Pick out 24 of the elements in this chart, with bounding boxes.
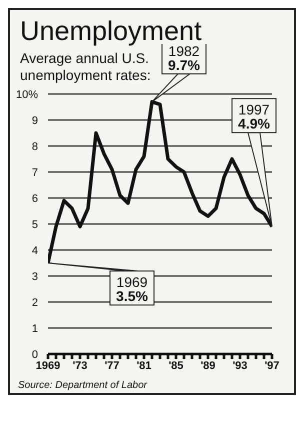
y-tick-label: 1 [32, 323, 38, 335]
x-tick-label: '93 [232, 360, 248, 372]
x-tick-label: '97 [264, 360, 280, 372]
x-tick-label: '89 [200, 360, 216, 372]
y-tick-label: 10% [16, 89, 38, 101]
x-tick-label: '85 [168, 360, 184, 372]
annotation: 1969 3.5% [116, 274, 148, 304]
annotation: 1997 4.9% [238, 102, 270, 132]
y-tick-label: 6 [32, 193, 38, 205]
y-tick-label: 5 [32, 219, 38, 231]
y-tick-label: 9 [32, 115, 38, 127]
x-tick-label: '73 [72, 360, 88, 372]
chart-subtitle: Average annual U.S. unemployment rates: [20, 50, 152, 84]
y-tick-label: 2 [32, 297, 38, 309]
source-note: Source: Department of Labor [18, 380, 148, 391]
line-series [48, 100, 272, 265]
y-tick-label: 4 [32, 245, 38, 257]
y-tick-label: 0 [32, 349, 38, 361]
y-tick-label: 7 [32, 167, 38, 179]
y-tick-label: 8 [32, 141, 38, 153]
x-tick-label: '77 [104, 360, 120, 372]
x-tick-label: 1969 [36, 360, 60, 372]
y-tick-label: 3 [32, 271, 38, 283]
x-tick-label: '81 [136, 360, 152, 372]
